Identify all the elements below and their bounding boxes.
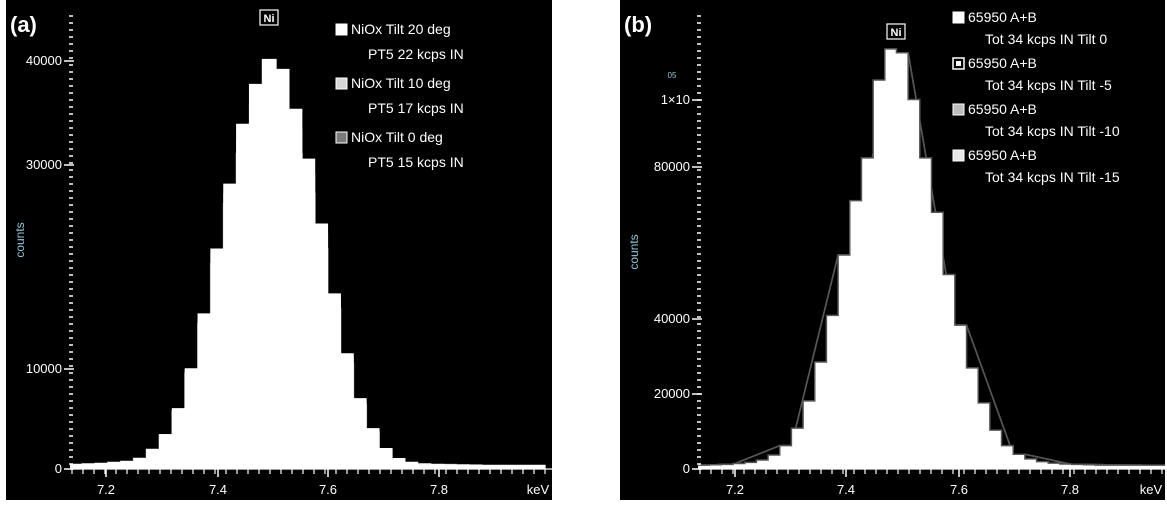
- y-tick-label: 20000: [654, 386, 690, 401]
- y-tick-label: 40000: [654, 311, 690, 326]
- legend-series-name: 65950 A+B: [968, 55, 1037, 71]
- peak-marker-box: [886, 23, 906, 40]
- y-tick-label: 40000: [26, 53, 62, 68]
- legend-series-subtitle: Tot 34 kcps IN Tilt -5: [985, 77, 1112, 93]
- chart-panel-a: 0 10000 30000 40000 7.2 7.4 7.6 7.8 keV counts (a)…: [6, 0, 552, 500]
- peak-marker-box: [259, 9, 279, 26]
- y-axis-label: counts: [627, 234, 641, 269]
- legend-swatch-inner: [956, 61, 961, 66]
- legend-series-name: 65950 A+B: [968, 9, 1037, 25]
- y-tick-label: 0: [683, 461, 690, 476]
- panel-label: (a): [10, 12, 37, 37]
- legend-swatch: [335, 77, 348, 90]
- legend-series-subtitle: PT5 17 kcps IN: [368, 100, 464, 116]
- legend-series-name: 65950 A+B: [968, 101, 1037, 117]
- x-tick-label: 7.8: [430, 482, 448, 497]
- y-tick-label: 80000: [654, 159, 690, 174]
- x-tick-label: 7.4: [209, 482, 227, 497]
- y-tick-label: 10000: [26, 361, 62, 376]
- y-tick-label: 30000: [26, 157, 62, 172]
- series-line-0: [698, 48, 1165, 466]
- legend-series-subtitle: PT5 22 kcps IN: [368, 46, 464, 62]
- series-line-0: [70, 58, 546, 468]
- y-tick-superscript: 05: [668, 71, 677, 80]
- legend-swatch: [952, 103, 965, 116]
- legend-series-name: NiOx Tilt 0 deg: [351, 129, 443, 145]
- x-tick-label: 7.6: [950, 482, 968, 497]
- legend-series-name: NiOx Tilt 20 deg: [351, 21, 451, 37]
- legend-swatch: [952, 149, 965, 162]
- series-fill-0: [70, 59, 546, 470]
- legend-series-subtitle: PT5 15 kcps IN: [368, 154, 464, 170]
- legend-swatch: [952, 11, 965, 24]
- legend-swatch: [335, 23, 348, 36]
- x-tick-label: 7.4: [837, 482, 855, 497]
- x-tick-label: 7.6: [319, 482, 337, 497]
- y-tick-label: 0: [55, 461, 62, 476]
- y-tick-label: 1×10: [661, 92, 690, 107]
- x-axis-label: keV: [1140, 482, 1163, 497]
- legend-series-subtitle: Tot 34 kcps IN Tilt 0: [985, 31, 1107, 47]
- peak-marker-label: Ni: [264, 13, 275, 25]
- series-fill-0: [698, 48, 1165, 469]
- x-tick-label: 7.8: [1061, 482, 1079, 497]
- chart-svg-a: 0 10000 30000 40000 7.2 7.4 7.6 7.8 keV counts (a)…: [10, 9, 552, 497]
- legend-series-subtitle: Tot 34 kcps IN Tilt -10: [985, 123, 1120, 139]
- x-axis-label: keV: [527, 482, 550, 497]
- legend-series-subtitle: Tot 34 kcps IN Tilt -15: [985, 169, 1120, 185]
- chart-panel-b: 0 20000 40000 80000 1×10 05 7.2 7.4 7.6 7.8 keV cou…: [620, 0, 1165, 500]
- legend-swatch: [335, 131, 348, 144]
- chart-svg-b: 0 20000 40000 80000 1×10 05 7.2 7.4 7.6 7.8 keV cou…: [624, 9, 1165, 497]
- x-tick-label: 7.2: [726, 482, 744, 497]
- legend-series-name: 65950 A+B: [968, 147, 1037, 163]
- peak-marker-label: Ni: [891, 27, 902, 39]
- panel-label: (b): [624, 12, 652, 37]
- y-axis-label: counts: [13, 222, 27, 257]
- x-tick-label: 7.2: [97, 482, 115, 497]
- legend-series-name: NiOx Tilt 10 deg: [351, 75, 451, 91]
